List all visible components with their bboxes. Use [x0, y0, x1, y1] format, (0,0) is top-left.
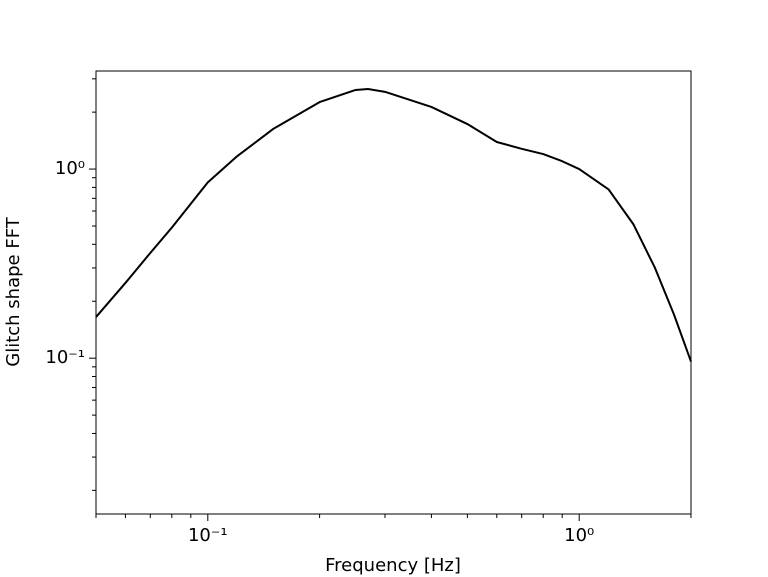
- plot-frame: [95, 70, 692, 515]
- x-tick-label: 10⁰: [564, 525, 594, 546]
- y-axis-label: Glitch shape FFT: [3, 216, 24, 366]
- y-tick-label: 10⁻¹: [45, 347, 85, 368]
- x-axis-label: Frequency [Hz]: [325, 555, 461, 576]
- x-tick-label: 10⁻¹: [188, 525, 228, 546]
- data-line: [95, 88, 692, 362]
- y-tick-label: 10⁰: [55, 158, 85, 179]
